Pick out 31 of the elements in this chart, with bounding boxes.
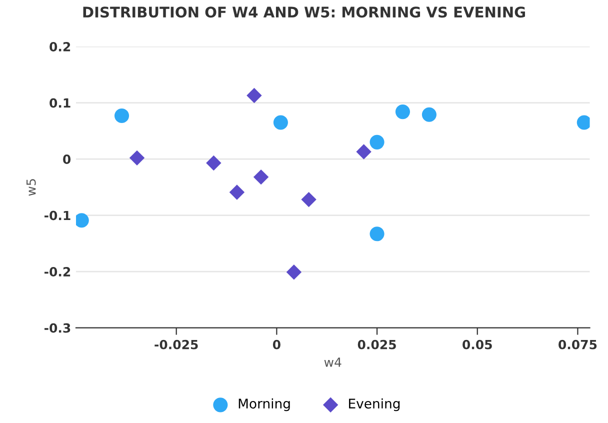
x-axis-title: w4: [324, 358, 342, 367]
x-tick-label: 0.05: [462, 340, 492, 350]
y-tick-label: 0: [63, 154, 71, 164]
y-axis-title: w5: [26, 179, 36, 196]
chart-title: DISTRIBUTION OF W4 AND W5: MORNING VS EVENING: [83, 6, 525, 18]
point: [273, 115, 288, 130]
x-tick-label: -0.025: [154, 340, 198, 350]
y-tick-label: -0.3: [44, 323, 70, 333]
point: [370, 226, 384, 242]
point: [356, 144, 372, 160]
x-tick-label: 0.075: [558, 340, 597, 350]
y-tick-label: 0.1: [50, 98, 70, 108]
point: [229, 184, 245, 200]
point: [395, 104, 410, 120]
y-tick-label: -0.2: [44, 267, 70, 276]
point: [206, 155, 222, 171]
legend-label: Morning: [238, 398, 290, 412]
point: [253, 169, 269, 185]
point: [422, 107, 436, 122]
point: [286, 264, 302, 280]
point: [370, 134, 384, 150]
legend-label: Evening: [349, 398, 400, 412]
x-tick-label: 0: [272, 340, 280, 350]
point: [576, 115, 590, 130]
point: [246, 88, 262, 104]
y-tick-label: 0.2: [50, 42, 70, 52]
point: [301, 192, 316, 208]
y-tick-label: -0.1: [44, 210, 70, 220]
x-tick-label: 0.025: [358, 340, 396, 350]
point: [114, 108, 130, 124]
point: [129, 150, 145, 166]
